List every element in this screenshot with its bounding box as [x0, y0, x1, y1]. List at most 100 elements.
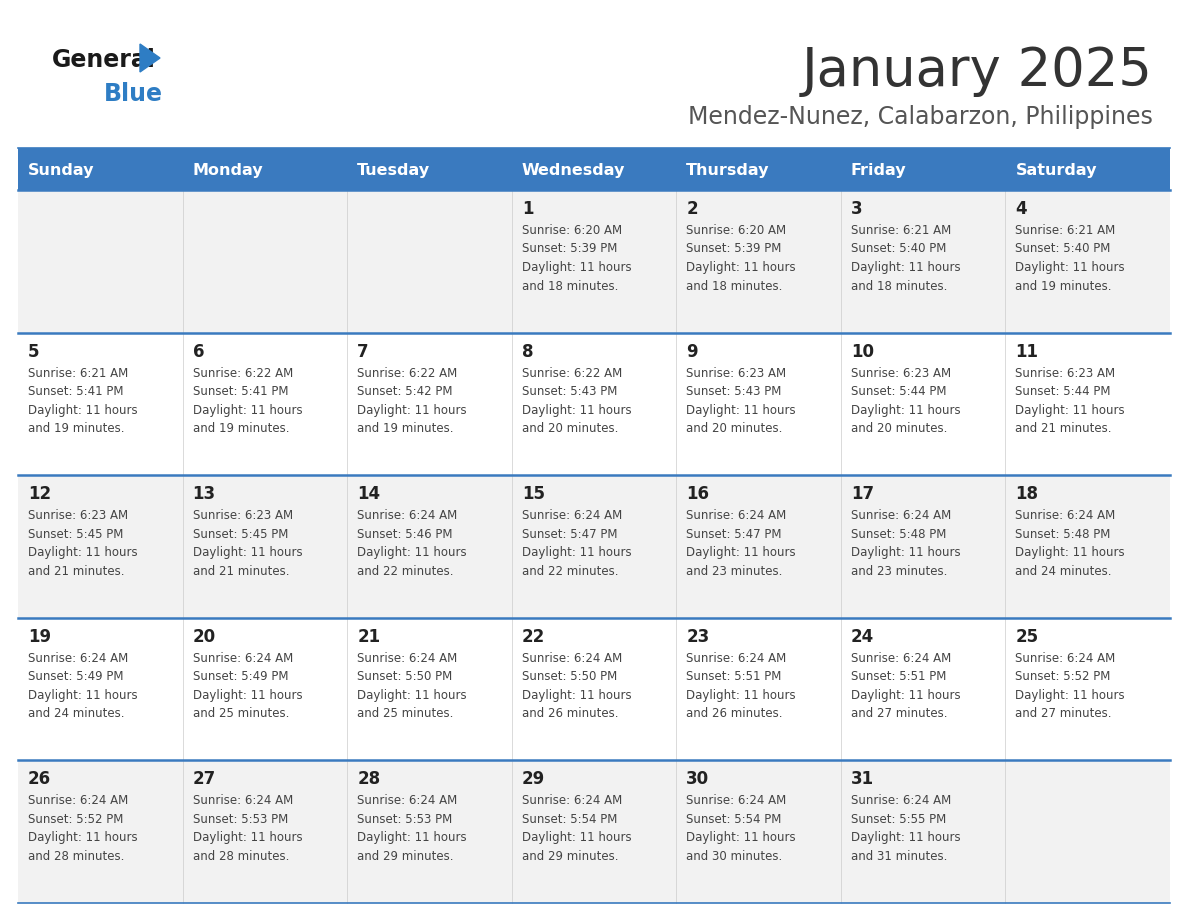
Text: 31: 31: [851, 770, 874, 789]
Text: 3: 3: [851, 200, 862, 218]
Text: Sunrise: 6:24 AM
Sunset: 5:50 PM
Daylight: 11 hours
and 26 minutes.: Sunrise: 6:24 AM Sunset: 5:50 PM Dayligh…: [522, 652, 631, 721]
Bar: [512, 332, 676, 476]
Text: 17: 17: [851, 486, 874, 503]
Text: Sunday: Sunday: [29, 162, 95, 177]
Text: 18: 18: [1016, 486, 1038, 503]
Text: Sunrise: 6:24 AM
Sunset: 5:55 PM
Daylight: 11 hours
and 31 minutes.: Sunrise: 6:24 AM Sunset: 5:55 PM Dayligh…: [851, 794, 960, 863]
Text: Sunrise: 6:20 AM
Sunset: 5:39 PM
Daylight: 11 hours
and 18 minutes.: Sunrise: 6:20 AM Sunset: 5:39 PM Dayligh…: [687, 224, 796, 293]
Bar: [512, 148, 676, 190]
Text: 13: 13: [192, 486, 216, 503]
Text: Sunrise: 6:23 AM
Sunset: 5:43 PM
Daylight: 11 hours
and 20 minutes.: Sunrise: 6:23 AM Sunset: 5:43 PM Dayligh…: [687, 366, 796, 435]
Text: 20: 20: [192, 628, 216, 645]
Bar: [841, 148, 1005, 190]
Bar: [18, 476, 183, 618]
Bar: [1005, 148, 1170, 190]
Text: 4: 4: [1016, 200, 1028, 218]
Bar: [18, 760, 183, 903]
Text: Sunrise: 6:24 AM
Sunset: 5:51 PM
Daylight: 11 hours
and 27 minutes.: Sunrise: 6:24 AM Sunset: 5:51 PM Dayligh…: [851, 652, 960, 721]
Text: 26: 26: [29, 770, 51, 789]
Bar: [841, 476, 1005, 618]
Text: Sunrise: 6:21 AM
Sunset: 5:40 PM
Daylight: 11 hours
and 19 minutes.: Sunrise: 6:21 AM Sunset: 5:40 PM Dayligh…: [1016, 224, 1125, 293]
Text: Sunrise: 6:24 AM
Sunset: 5:50 PM
Daylight: 11 hours
and 25 minutes.: Sunrise: 6:24 AM Sunset: 5:50 PM Dayligh…: [358, 652, 467, 721]
Bar: [183, 476, 347, 618]
Bar: [1005, 476, 1170, 618]
Text: Sunrise: 6:23 AM
Sunset: 5:44 PM
Daylight: 11 hours
and 20 minutes.: Sunrise: 6:23 AM Sunset: 5:44 PM Dayligh…: [851, 366, 960, 435]
Bar: [183, 618, 347, 760]
Text: General: General: [52, 48, 156, 72]
Bar: [512, 760, 676, 903]
Text: 15: 15: [522, 486, 545, 503]
Bar: [841, 332, 1005, 476]
Text: Saturday: Saturday: [1016, 162, 1097, 177]
Text: Sunrise: 6:20 AM
Sunset: 5:39 PM
Daylight: 11 hours
and 18 minutes.: Sunrise: 6:20 AM Sunset: 5:39 PM Dayligh…: [522, 224, 631, 293]
Text: Friday: Friday: [851, 162, 906, 177]
Text: Sunrise: 6:24 AM
Sunset: 5:51 PM
Daylight: 11 hours
and 26 minutes.: Sunrise: 6:24 AM Sunset: 5:51 PM Dayligh…: [687, 652, 796, 721]
Text: Sunrise: 6:24 AM
Sunset: 5:53 PM
Daylight: 11 hours
and 29 minutes.: Sunrise: 6:24 AM Sunset: 5:53 PM Dayligh…: [358, 794, 467, 863]
Text: 10: 10: [851, 342, 874, 361]
Bar: [183, 332, 347, 476]
Text: Sunrise: 6:24 AM
Sunset: 5:49 PM
Daylight: 11 hours
and 24 minutes.: Sunrise: 6:24 AM Sunset: 5:49 PM Dayligh…: [29, 652, 138, 721]
Text: 12: 12: [29, 486, 51, 503]
Bar: [347, 332, 512, 476]
Text: Sunrise: 6:21 AM
Sunset: 5:40 PM
Daylight: 11 hours
and 18 minutes.: Sunrise: 6:21 AM Sunset: 5:40 PM Dayligh…: [851, 224, 960, 293]
Text: Sunrise: 6:21 AM
Sunset: 5:41 PM
Daylight: 11 hours
and 19 minutes.: Sunrise: 6:21 AM Sunset: 5:41 PM Dayligh…: [29, 366, 138, 435]
Text: Sunrise: 6:22 AM
Sunset: 5:42 PM
Daylight: 11 hours
and 19 minutes.: Sunrise: 6:22 AM Sunset: 5:42 PM Dayligh…: [358, 366, 467, 435]
Text: Sunrise: 6:24 AM
Sunset: 5:46 PM
Daylight: 11 hours
and 22 minutes.: Sunrise: 6:24 AM Sunset: 5:46 PM Dayligh…: [358, 509, 467, 577]
Bar: [183, 148, 347, 190]
Bar: [347, 760, 512, 903]
Text: Sunrise: 6:22 AM
Sunset: 5:41 PM
Daylight: 11 hours
and 19 minutes.: Sunrise: 6:22 AM Sunset: 5:41 PM Dayligh…: [192, 366, 302, 435]
Text: Sunrise: 6:23 AM
Sunset: 5:45 PM
Daylight: 11 hours
and 21 minutes.: Sunrise: 6:23 AM Sunset: 5:45 PM Dayligh…: [192, 509, 302, 577]
Bar: [512, 476, 676, 618]
Bar: [1005, 618, 1170, 760]
Bar: [676, 618, 841, 760]
Bar: [512, 190, 676, 332]
Bar: [18, 332, 183, 476]
Text: 28: 28: [358, 770, 380, 789]
Bar: [1005, 332, 1170, 476]
Text: Sunrise: 6:24 AM
Sunset: 5:52 PM
Daylight: 11 hours
and 27 minutes.: Sunrise: 6:24 AM Sunset: 5:52 PM Dayligh…: [1016, 652, 1125, 721]
Text: 5: 5: [29, 342, 39, 361]
Text: Sunrise: 6:24 AM
Sunset: 5:48 PM
Daylight: 11 hours
and 24 minutes.: Sunrise: 6:24 AM Sunset: 5:48 PM Dayligh…: [1016, 509, 1125, 577]
Text: 23: 23: [687, 628, 709, 645]
Text: 14: 14: [358, 486, 380, 503]
Text: Sunrise: 6:24 AM
Sunset: 5:48 PM
Daylight: 11 hours
and 23 minutes.: Sunrise: 6:24 AM Sunset: 5:48 PM Dayligh…: [851, 509, 960, 577]
Text: Sunrise: 6:23 AM
Sunset: 5:45 PM
Daylight: 11 hours
and 21 minutes.: Sunrise: 6:23 AM Sunset: 5:45 PM Dayligh…: [29, 509, 138, 577]
Text: 2: 2: [687, 200, 697, 218]
Bar: [347, 148, 512, 190]
Text: 9: 9: [687, 342, 697, 361]
Text: 21: 21: [358, 628, 380, 645]
Text: Tuesday: Tuesday: [358, 162, 430, 177]
Text: 25: 25: [1016, 628, 1038, 645]
Text: Sunrise: 6:22 AM
Sunset: 5:43 PM
Daylight: 11 hours
and 20 minutes.: Sunrise: 6:22 AM Sunset: 5:43 PM Dayligh…: [522, 366, 631, 435]
Text: Sunrise: 6:24 AM
Sunset: 5:49 PM
Daylight: 11 hours
and 25 minutes.: Sunrise: 6:24 AM Sunset: 5:49 PM Dayligh…: [192, 652, 302, 721]
Text: 24: 24: [851, 628, 874, 645]
Bar: [347, 618, 512, 760]
Bar: [676, 760, 841, 903]
Text: 16: 16: [687, 486, 709, 503]
Bar: [18, 618, 183, 760]
Text: 22: 22: [522, 628, 545, 645]
Text: Sunrise: 6:24 AM
Sunset: 5:52 PM
Daylight: 11 hours
and 28 minutes.: Sunrise: 6:24 AM Sunset: 5:52 PM Dayligh…: [29, 794, 138, 863]
Text: Sunrise: 6:24 AM
Sunset: 5:47 PM
Daylight: 11 hours
and 22 minutes.: Sunrise: 6:24 AM Sunset: 5:47 PM Dayligh…: [522, 509, 631, 577]
Text: Blue: Blue: [105, 82, 163, 106]
Text: January 2025: January 2025: [802, 45, 1154, 97]
Text: Thursday: Thursday: [687, 162, 770, 177]
Text: Sunrise: 6:24 AM
Sunset: 5:53 PM
Daylight: 11 hours
and 28 minutes.: Sunrise: 6:24 AM Sunset: 5:53 PM Dayligh…: [192, 794, 302, 863]
Text: 11: 11: [1016, 342, 1038, 361]
Text: 7: 7: [358, 342, 368, 361]
Text: Mendez-Nunez, Calabarzon, Philippines: Mendez-Nunez, Calabarzon, Philippines: [688, 105, 1154, 129]
Bar: [676, 332, 841, 476]
Text: Wednesday: Wednesday: [522, 162, 625, 177]
Text: 19: 19: [29, 628, 51, 645]
Text: Sunrise: 6:24 AM
Sunset: 5:47 PM
Daylight: 11 hours
and 23 minutes.: Sunrise: 6:24 AM Sunset: 5:47 PM Dayligh…: [687, 509, 796, 577]
Bar: [1005, 760, 1170, 903]
Bar: [841, 760, 1005, 903]
Bar: [676, 190, 841, 332]
Bar: [18, 190, 183, 332]
Text: 27: 27: [192, 770, 216, 789]
Text: 6: 6: [192, 342, 204, 361]
Text: 1: 1: [522, 200, 533, 218]
Bar: [347, 190, 512, 332]
Text: 30: 30: [687, 770, 709, 789]
Text: Sunrise: 6:23 AM
Sunset: 5:44 PM
Daylight: 11 hours
and 21 minutes.: Sunrise: 6:23 AM Sunset: 5:44 PM Dayligh…: [1016, 366, 1125, 435]
